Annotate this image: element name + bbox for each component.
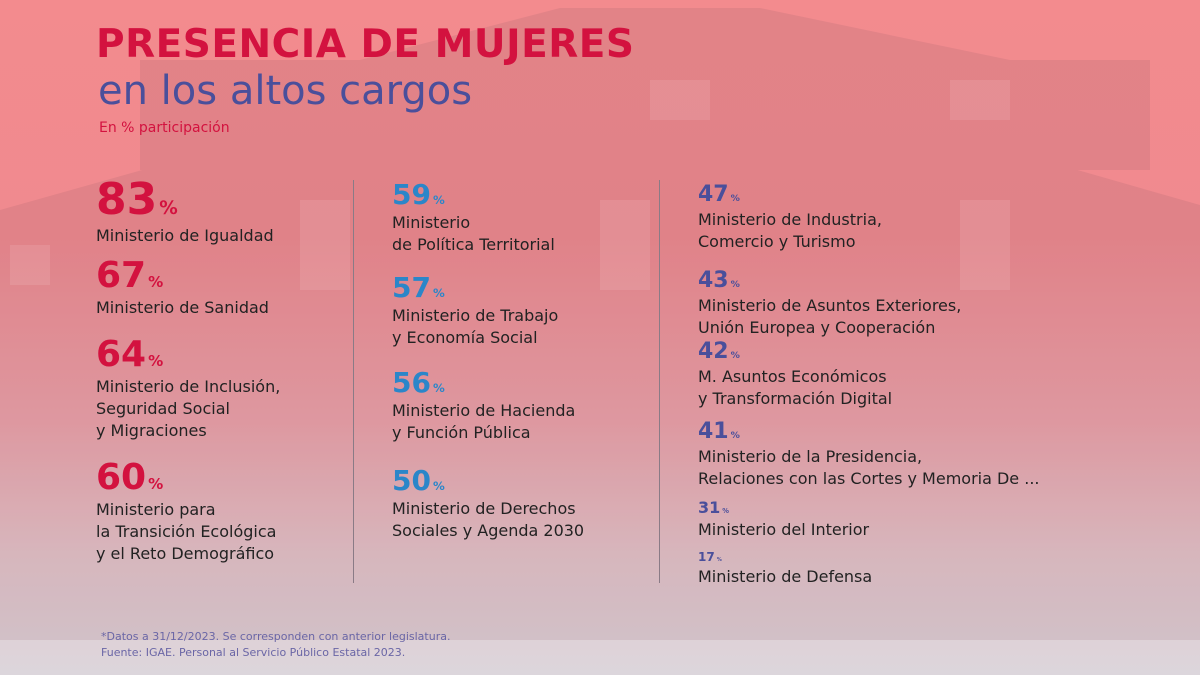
ministry-name: Ministerio para la Transición Ecológica …	[96, 500, 277, 563]
footnote-source: Fuente: IGAE. Personal al Servicio Públi…	[101, 646, 406, 659]
chart-title: PRESENCIA DE MUJERES	[96, 22, 635, 67]
unit-label: En % participación	[99, 120, 230, 136]
percent-value: 67%	[96, 258, 269, 294]
percent-value: 56%	[392, 369, 575, 397]
ministry-name: Ministerio de Sanidad	[96, 298, 269, 317]
percent-sign: %	[432, 381, 445, 395]
ministry-item: 43% Ministerio de Asuntos Exteriores, Uni…	[698, 270, 961, 339]
percent-number: 60	[96, 457, 147, 498]
ministry-name: Ministerio de Igualdad	[96, 226, 274, 245]
ministry-item: 60% Ministerio para la Transición Ecológi…	[96, 460, 276, 565]
percent-number: 31	[698, 498, 721, 517]
percent-sign: %	[730, 193, 740, 204]
ministry-name: Ministerio de Trabajo y Economía Social	[392, 306, 559, 347]
percent-sign: %	[432, 286, 445, 300]
column-divider	[353, 180, 354, 583]
ministry-name: Ministerio de Derechos Sociales y Agenda…	[392, 499, 585, 540]
ministry-name: Ministerio de Industria, Comercio y Turi…	[698, 210, 882, 251]
percent-sign: %	[722, 507, 729, 515]
percent-sign: %	[432, 193, 445, 207]
percent-sign: %	[730, 430, 740, 441]
percent-number: 50	[392, 464, 431, 497]
ministry-item: 42% M. Asuntos Económicos y Transformació…	[698, 341, 892, 410]
percent-sign: %	[730, 350, 740, 361]
percent-value: 59%	[392, 181, 555, 209]
percent-number: 41	[698, 419, 729, 444]
footnote-date: *Datos a 31/12/2023. Se corresponden con…	[101, 630, 451, 643]
percent-sign: %	[730, 279, 740, 290]
ministry-name: M. Asuntos Económicos y Transformación D…	[698, 367, 893, 408]
percent-number: 42	[698, 339, 729, 364]
percent-number: 59	[392, 178, 431, 211]
column-divider	[659, 180, 660, 583]
percent-value: 42%	[698, 341, 892, 363]
percent-value: 43%	[698, 270, 961, 292]
percent-value: 50%	[392, 467, 584, 495]
ministry-item: 17% Ministerio de Defensa	[698, 551, 872, 588]
ministry-name: Ministerio de Defensa	[698, 567, 873, 587]
percent-value: 47%	[698, 184, 882, 206]
percent-number: 64	[96, 334, 147, 375]
footnote: *Datos a 31/12/2023. Se corresponden con…	[101, 629, 450, 661]
chart-subtitle: en los altos cargos	[98, 68, 473, 114]
ministry-item: 47% Ministerio de Industria, Comercio y T…	[698, 184, 882, 253]
ministry-name: Ministerio de Política Territorial	[392, 213, 555, 254]
percent-value: 83%	[96, 178, 274, 222]
percent-value: 64%	[96, 337, 280, 373]
percent-sign: %	[716, 557, 722, 563]
percent-sign: %	[148, 475, 164, 493]
ministry-item: 56% Ministerio de Hacienda y Función Públ…	[392, 369, 575, 444]
percent-number: 56	[392, 366, 431, 399]
percent-sign: %	[432, 479, 445, 493]
percent-value: 41%	[698, 421, 1040, 443]
percent-value: 57%	[392, 274, 558, 302]
percent-value: 17%	[698, 551, 872, 563]
percent-value: 60%	[96, 460, 276, 496]
percent-number: 17	[698, 550, 715, 564]
ministry-name: Ministerio de Inclusión, Seguridad Socia…	[96, 377, 281, 440]
ministry-name: Ministerio de Hacienda y Función Pública	[392, 401, 576, 442]
ministry-item: 83% Ministerio de Igualdad	[96, 178, 274, 247]
percent-number: 43	[698, 268, 729, 293]
ministry-item: 57% Ministerio de Trabajo y Economía Soci…	[392, 274, 558, 349]
ministry-item: 67% Ministerio de Sanidad	[96, 258, 269, 319]
percent-number: 47	[698, 182, 729, 207]
ministry-item: 64% Ministerio de Inclusión, Seguridad So…	[96, 337, 280, 442]
percent-value: 31%	[698, 500, 869, 516]
percent-sign: %	[159, 198, 178, 219]
ministry-item: 41% Ministerio de la Presidencia, Relacio…	[698, 421, 1040, 490]
ministry-item: 50% Ministerio de Derechos Sociales y Age…	[392, 467, 584, 542]
percent-sign: %	[148, 352, 164, 370]
ministry-item: 31% Ministerio del Interior	[698, 500, 869, 541]
percent-number: 57	[392, 271, 431, 304]
ministry-name: Ministerio de Asuntos Exteriores, Unión …	[698, 296, 962, 337]
percent-sign: %	[148, 273, 164, 291]
percent-number: 67	[96, 255, 147, 296]
ministry-name: Ministerio del Interior	[698, 520, 870, 539]
percent-number: 83	[96, 174, 158, 225]
ministry-name: Ministerio de la Presidencia, Relaciones…	[698, 447, 1040, 488]
ministry-item: 59% Ministerio de Política Territorial	[392, 181, 555, 256]
